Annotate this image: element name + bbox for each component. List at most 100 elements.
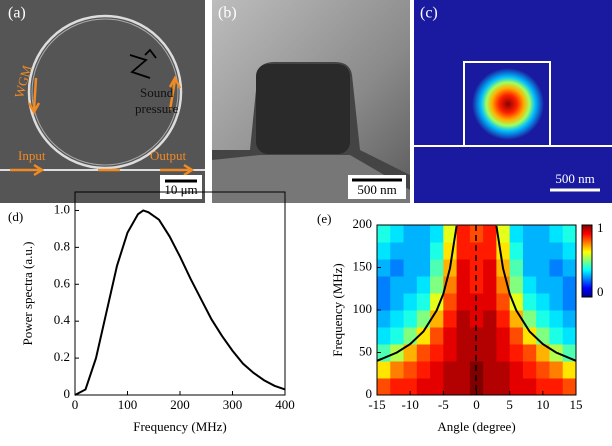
heat-cell — [536, 378, 550, 396]
heat-cell — [443, 310, 458, 328]
heat-cell — [443, 225, 458, 243]
heat-cell — [562, 293, 577, 311]
heat-cell — [377, 276, 391, 294]
heat-cell — [522, 276, 537, 294]
heat-cell — [496, 378, 511, 396]
heat-cell — [390, 378, 405, 396]
line — [376, 225, 458, 362]
heat-cell — [403, 242, 418, 260]
heat-cell — [416, 242, 431, 260]
x-tick-label: -10 — [401, 397, 418, 412]
line — [495, 225, 577, 362]
y-tick-label: 0.6 — [54, 275, 71, 290]
panel-a: (a) WGM Sound pressure Input Output 10 μ… — [0, 0, 205, 203]
heat-cell — [456, 293, 471, 311]
heat-cell — [390, 293, 405, 311]
heat-cell — [403, 344, 418, 362]
heat-cell — [562, 378, 577, 396]
heat-cell — [456, 259, 471, 277]
y-tick-label: 0 — [64, 386, 71, 401]
scalebar-label: 10 μm — [164, 182, 197, 197]
heat-cell — [430, 378, 444, 396]
ring — [27, 14, 183, 170]
heat-cell — [430, 293, 444, 311]
heat-cell — [390, 225, 405, 243]
heat-cell — [377, 225, 391, 243]
heat-cell — [509, 225, 524, 243]
heat-cell — [456, 344, 471, 362]
heat-cell — [522, 293, 537, 311]
heat-cell — [483, 293, 497, 311]
heat-cell — [416, 327, 431, 345]
panel-b: (b) 500 nm — [212, 0, 410, 203]
heat-cell — [562, 276, 577, 294]
heat-cell — [483, 259, 497, 277]
heat-cell — [509, 259, 524, 277]
x-tick-label: 200 — [170, 397, 190, 412]
heat-cell — [469, 276, 484, 294]
heat-cell — [483, 361, 497, 379]
heat-cell — [536, 242, 550, 260]
heat-cell — [522, 310, 537, 328]
heat-cell — [456, 378, 471, 396]
heat-cell — [496, 344, 511, 362]
heat-cell — [377, 259, 391, 277]
heat-cell — [549, 259, 564, 277]
x-tick-label: 0 — [473, 397, 480, 412]
heat-cell — [443, 378, 458, 396]
heat-cell — [562, 327, 577, 345]
x-tick-label: 5 — [506, 397, 513, 412]
heat-cell — [536, 276, 550, 294]
annotation: Sound — [140, 85, 174, 100]
heat-cell — [443, 344, 458, 362]
heat-cell — [536, 259, 550, 277]
heat-cell — [377, 327, 391, 345]
heat-cell — [403, 276, 418, 294]
colorbar-tick-label: 1 — [597, 220, 604, 235]
heat-cell — [430, 327, 444, 345]
panel-label: (b) — [218, 5, 237, 22]
heat-cell — [469, 293, 484, 311]
heat-cell — [416, 310, 431, 328]
panel-c: (c) 500 nm — [414, 0, 612, 203]
x-tick-label: -15 — [368, 397, 385, 412]
heat-cell — [430, 259, 444, 277]
heat-cell — [483, 310, 497, 328]
heat-cell — [403, 293, 418, 311]
y-tick-label: 0.4 — [54, 312, 71, 327]
heat-cell — [509, 242, 524, 260]
panel-label: (e) — [317, 211, 331, 226]
heat-cell — [390, 276, 405, 294]
heat-cell — [403, 327, 418, 345]
heat-cell — [403, 259, 418, 277]
heat-cell — [536, 310, 550, 328]
colorbar-tick-label: 0 — [597, 284, 604, 299]
heat-cell — [496, 361, 511, 379]
heat-cell — [403, 378, 418, 396]
annotation: Input — [18, 148, 46, 163]
heat-cell — [416, 344, 431, 362]
heat-cell — [456, 242, 471, 260]
heat-cell — [416, 361, 431, 379]
heat-cell — [403, 361, 418, 379]
heat-cell — [509, 361, 524, 379]
x-tick-label: -5 — [438, 397, 449, 412]
y-tick-label: 150 — [353, 258, 373, 273]
y-tick-label: 1.0 — [54, 201, 70, 216]
heat-cell — [416, 293, 431, 311]
heat-cell — [536, 327, 550, 345]
heat-cell — [509, 327, 524, 345]
panel-label: (c) — [420, 5, 438, 22]
x-tick-label: 100 — [118, 397, 138, 412]
heat-cell — [496, 225, 511, 243]
heat-cell — [483, 225, 497, 243]
heat-cell — [483, 344, 497, 362]
annotation: Output — [150, 148, 187, 163]
y-tick-label: 0.2 — [54, 349, 70, 364]
heat-cell — [430, 276, 444, 294]
x-axis-label: Frequency (MHz) — [133, 419, 227, 434]
heat-cell — [509, 344, 524, 362]
heat-cell — [562, 225, 577, 243]
heat-cell — [562, 242, 577, 260]
heat-cell — [456, 276, 471, 294]
